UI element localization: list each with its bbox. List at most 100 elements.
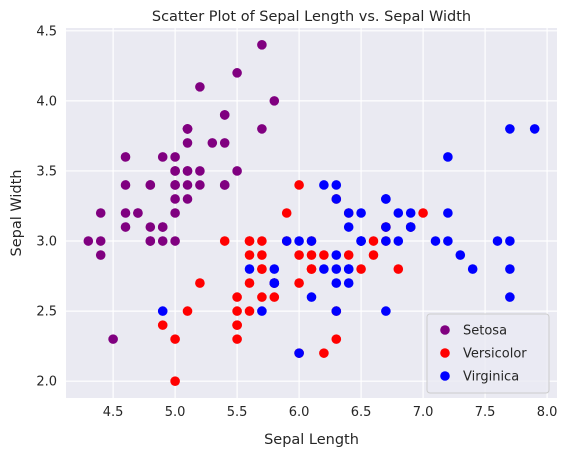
x-tick-label: 7.0 [413,405,434,420]
point-virginica [331,264,342,274]
point-setosa [219,138,230,148]
point-setosa [157,152,168,162]
point-setosa [232,68,242,78]
point-setosa [170,208,180,218]
point-versicolor [319,348,329,358]
x-tick-labels: 4.5 5.0 5.5 6.0 6.5 7.0 7.5 8.0 [103,405,558,420]
point-virginica [343,222,354,232]
point-virginica [505,236,515,246]
x-tick-label: 4.5 [103,405,124,420]
point-versicolor [244,306,255,316]
x-tick-label: 6.0 [289,405,310,420]
point-setosa [120,180,131,190]
point-setosa [182,166,193,176]
point-virginica [455,250,466,260]
point-versicolor [343,250,354,260]
point-versicolor [219,236,230,246]
y-axis-label: Sepal Width [9,170,25,257]
legend-marker-setosa [440,325,450,335]
point-versicolor [257,250,267,260]
point-versicolor [368,250,379,260]
point-versicolor [294,180,304,190]
point-virginica [306,236,317,246]
point-versicolor [232,334,242,344]
legend-label-versicolor: Versicolor [463,347,527,362]
point-versicolor [368,236,379,246]
point-virginica [157,306,168,316]
point-versicolor [294,250,304,260]
point-virginica [343,208,354,218]
point-virginica [529,124,540,134]
point-versicolor [306,264,317,274]
point-setosa [145,222,156,232]
point-virginica [505,292,515,302]
point-setosa [182,124,193,134]
point-virginica [294,348,304,358]
point-virginica [443,236,453,246]
point-setosa [145,180,156,190]
point-virginica [381,194,391,204]
point-setosa [182,180,193,190]
point-versicolor [393,264,404,274]
point-versicolor [232,306,242,316]
legend-marker-virginica [440,371,450,381]
point-versicolor [232,292,242,302]
point-setosa [95,236,106,246]
legend: Setosa Versicolor Virginica [426,313,550,394]
point-virginica [381,236,391,246]
point-virginica [405,208,416,218]
point-setosa [207,138,218,148]
point-setosa [195,82,205,92]
point-versicolor [331,334,342,344]
point-setosa [170,194,180,204]
point-virginica [306,292,317,302]
point-versicolor [170,376,180,386]
legend-label-virginica: Virginica [463,370,519,385]
point-setosa [170,152,180,162]
point-setosa [195,166,205,176]
point-virginica [356,236,366,246]
point-setosa [257,40,267,50]
point-versicolor [257,236,267,246]
point-virginica [443,208,453,218]
point-setosa [232,166,242,176]
point-versicolor [182,306,193,316]
point-setosa [170,166,180,176]
point-virginica [393,236,404,246]
point-setosa [195,180,205,190]
point-versicolor [232,320,242,330]
point-setosa [83,236,94,246]
point-versicolor [244,236,255,246]
y-tick-label: 2.5 [36,305,57,320]
point-virginica [281,236,292,246]
y-tick-label: 3.5 [36,164,57,179]
point-virginica [257,306,267,316]
point-virginica [443,152,453,162]
point-virginica [430,236,441,246]
y-tick-label: 4.0 [36,94,57,109]
point-versicolor [170,334,180,344]
point-virginica [269,278,280,288]
x-tick-label: 7.5 [475,405,496,420]
point-versicolor [157,320,168,330]
point-versicolor [257,292,267,302]
point-virginica [393,208,404,218]
point-setosa [120,222,131,232]
point-virginica [505,264,515,274]
point-virginica [331,250,342,260]
point-virginica [331,180,342,190]
x-tick-label: 5.0 [165,405,186,420]
point-versicolor [257,264,267,274]
data-points [83,40,540,386]
x-tick-label: 6.5 [351,405,372,420]
y-tick-label: 4.5 [36,24,57,39]
point-virginica [343,278,354,288]
point-virginica [244,264,255,274]
point-setosa [269,96,280,106]
point-setosa [257,124,267,134]
y-tick-labels: 2.0 2.5 3.0 3.5 4.0 4.5 [36,24,57,389]
point-virginica [319,264,329,274]
point-versicolor [418,208,428,218]
point-setosa [170,180,180,190]
y-tick-label: 3.0 [36,235,57,250]
